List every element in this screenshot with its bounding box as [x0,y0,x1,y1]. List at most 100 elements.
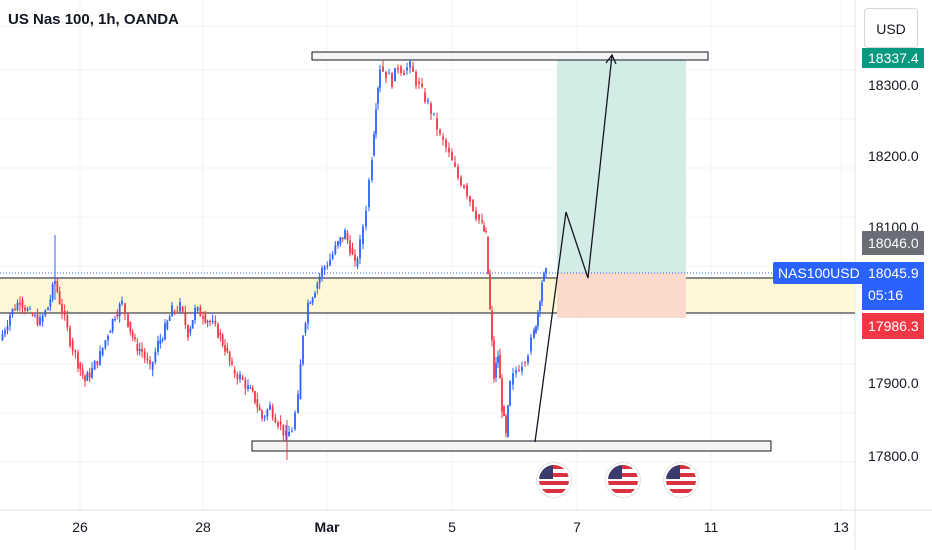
target-price-badge: 18337.4 [862,48,924,68]
us-flag-icon[interactable] [664,463,698,497]
candle-body [239,374,241,380]
candle-body [294,412,296,430]
candle-body [244,379,247,389]
candle-body [1,333,4,341]
resistance-box [311,51,709,61]
candle-body [409,61,411,68]
time-tick: 11 [703,519,719,535]
candle-body [362,226,364,245]
candle-body [104,340,107,348]
candle-body [307,302,309,324]
candle-body [107,336,109,341]
candle-body [114,318,116,320]
candle-body [487,236,489,274]
candle-body [187,325,189,338]
candle-body [121,300,123,305]
demand-zone [0,278,855,313]
candle-body [460,177,462,186]
candle-body [136,343,139,351]
candle-body [206,321,209,323]
candle-body [111,319,114,331]
candle-body [4,330,6,334]
bar-countdown: 05:16 [868,287,904,303]
candle-body [191,320,194,329]
candle-body [81,369,84,376]
candle-body [49,299,52,307]
candle-body [314,293,316,298]
candle-body [323,266,326,270]
candle-body [331,253,334,259]
time-tick: 7 [573,519,581,535]
candle-body [439,129,441,134]
candle-body [463,185,465,188]
candle-body [196,307,199,311]
candle-body [412,66,414,72]
price-tick: 18200.0 [868,148,919,164]
candle-body [297,394,299,413]
candle-body [157,340,159,352]
candle-body [171,305,173,317]
candle-body [418,81,420,84]
candle-body [543,272,545,282]
candle-body [24,307,26,311]
candle-body [491,310,493,341]
candle-body [501,378,503,412]
us-flag-icon[interactable] [537,463,571,497]
candle-body [6,325,9,331]
candle-body [379,69,381,88]
candle-body [282,424,285,436]
candle-body [127,314,129,327]
candle-body [226,347,229,352]
candle-body [19,302,21,305]
candle-body [521,366,523,371]
candle-body [371,160,373,181]
candle-body [421,83,423,87]
candle-body [497,356,499,364]
candle-body [31,314,34,316]
candle-body [316,283,319,289]
candle-body [304,323,307,333]
candle-body [406,67,408,71]
candle-body [321,267,323,277]
candle-body [51,284,54,300]
candle-body [499,355,501,379]
price-tick: 18300.0 [868,77,919,93]
candle-body [241,377,244,380]
candle-body [84,375,86,382]
candle-body [269,404,271,410]
candle-body [356,258,359,267]
candle-body [469,196,471,202]
support-box [251,440,772,452]
currency-button[interactable]: USD [864,8,918,48]
candle-body [93,360,96,370]
candle-body [545,268,547,273]
candle-body [256,399,259,408]
candle-body [483,225,485,232]
candle-body [109,330,112,333]
candle-body [129,321,132,332]
candle-body [34,314,36,316]
candle-body [21,299,24,308]
candle-body [29,308,31,310]
candle-body [143,351,146,359]
candle-body [442,136,444,140]
candle-body [131,331,134,338]
candle-body [266,409,269,417]
candle-body [377,87,379,104]
candle-body [211,320,214,322]
candle-body [261,410,263,419]
candle-body [263,416,266,418]
candle-body [228,351,231,362]
candle-body [168,316,171,321]
candle-body [159,339,162,344]
candle-body [541,282,543,302]
last-price-value: 18045.9 [868,265,919,281]
candle-body [26,308,29,311]
candle-body [524,362,526,364]
candle-body [101,347,104,356]
projection-path [534,54,613,443]
us-flag-icon[interactable] [606,463,640,497]
chart-title: US Nas 100, 1h, OANDA [8,11,179,28]
candle-body [44,310,47,316]
